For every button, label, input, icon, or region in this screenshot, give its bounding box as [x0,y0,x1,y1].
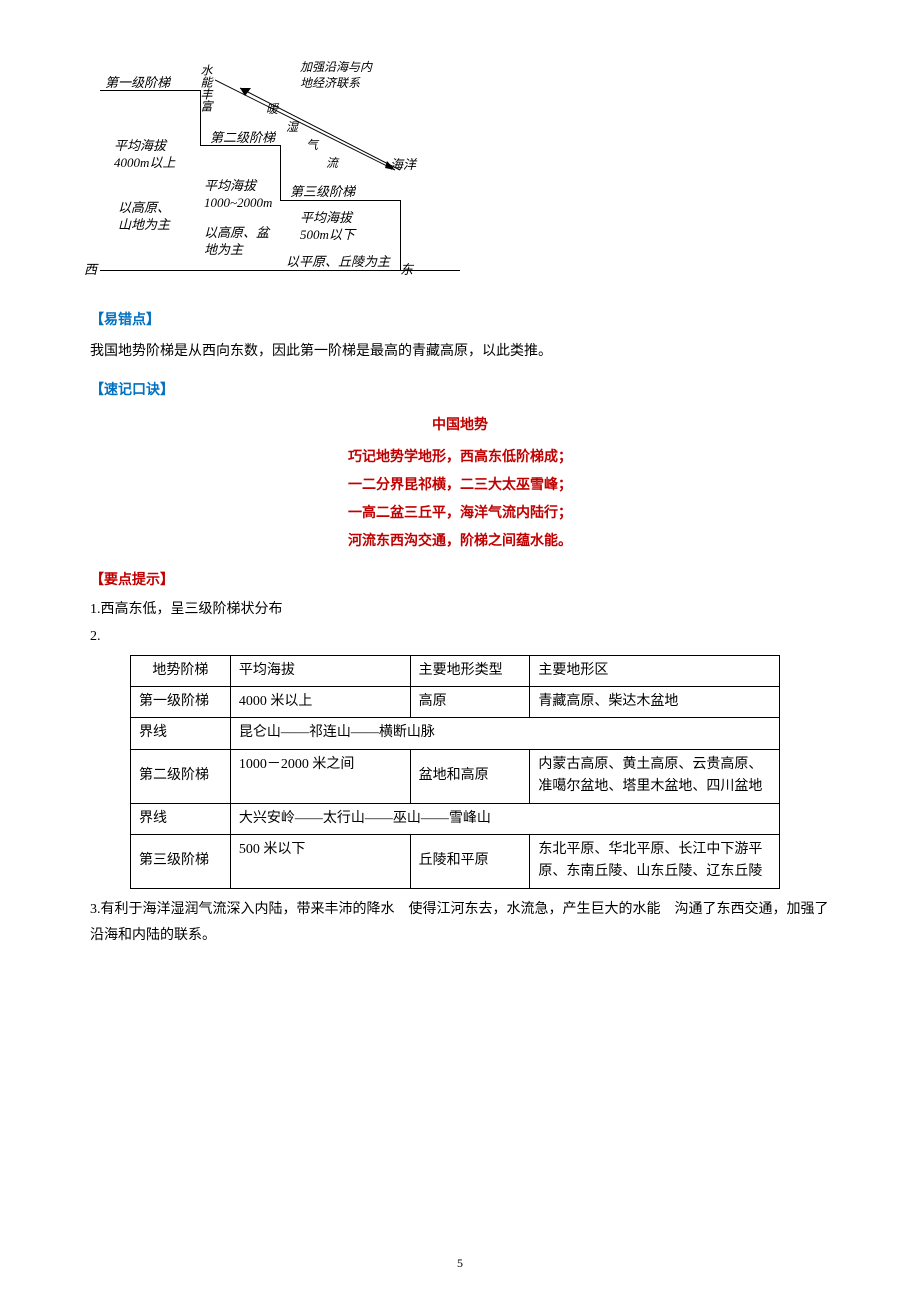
table-cell: 大兴安岭——太行山——巫山——雪峰山 [230,803,779,834]
table-header-cell: 主要地形区 [530,655,780,686]
terrain-table-wrap: 地势阶梯 平均海拔 主要地形类型 主要地形区 第一级阶梯 4000 米以上 高原… [130,655,830,889]
table-cell: 第一级阶梯 [131,686,231,717]
section-header-points: 【要点提示】 [90,570,830,591]
step3-elev: 平均海拔500m以下 [300,210,355,244]
step1-elev: 平均海拔4000m以上 [114,138,175,172]
section1-text: 我国地势阶梯是从西向东数，因此第一阶梯是最高的青藏高原，以此类推。 [90,339,830,366]
table-row: 第二级阶梯 1000－2000 米之间 盆地和高原 内蒙古高原、黄土高原、云贵高… [131,749,780,803]
section-header-mnemonic-text: 【速记口诀】 [90,383,174,398]
mnemonic-line-3: 一高二盆三丘平，海洋气流内陆行； [90,500,830,528]
table-header-cell: 平均海拔 [230,655,410,686]
step3-terrain: 以平原、丘陵为主 [286,252,390,272]
table-cell: 第二级阶梯 [131,749,231,803]
point-1: 1.西高东低，呈三级阶梯状分布 [90,599,830,620]
terrain-step-diagram: 第一级阶梯 平均海拔4000m以上 以高原、山地为主 第二级阶梯 平均海拔100… [90,60,830,290]
table-cell: 1000－2000 米之间 [230,749,410,803]
table-row: 第一级阶梯 4000 米以上 高原 青藏高原、柴达木盆地 [131,686,780,717]
table-row: 第三级阶梯 500 米以下 丘陵和平原 东北平原、华北平原、长江中下游平原、东南… [131,834,780,888]
step1-terrain: 以高原、山地为主 [118,200,170,234]
hydro-label: 水能丰富 [200,64,212,112]
east-label: 东 [400,260,413,280]
table-cell: 界线 [131,803,231,834]
point-3: 3.有利于海洋湿润气流深入内陆，带来丰沛的降水 使得江河东去，水流急，产生巨大的… [90,897,830,950]
section-header-errors: 【易错点】 [90,310,830,331]
table-cell: 东北平原、华北平原、长江中下游平原、东南丘陵、山东丘陵、辽东丘陵 [530,834,780,888]
section-header-points-text: 【要点提示】 [90,573,174,588]
mnemonic-line-4: 河流东西沟交通，阶梯之间蕴水能。 [90,528,830,556]
table-cell: 昆仑山——祁连山——横断山脉 [230,718,779,749]
table-cell: 界线 [131,718,231,749]
mnemonic-line-1: 巧记地势学地形，西高东低阶梯成； [90,444,830,472]
section-header-errors-text: 【易错点】 [90,313,160,328]
point-2-label: 2. [90,626,830,647]
west-label: 西 [84,260,97,280]
table-cell: 丘陵和平原 [410,834,530,888]
table-row: 界线 大兴安岭——太行山——巫山——雪峰山 [131,803,780,834]
table-cell: 4000 米以上 [230,686,410,717]
page-number: 5 [457,1254,463,1272]
table-row: 界线 昆仑山——祁连山——横断山脉 [131,718,780,749]
arrow-uphill [235,80,415,180]
section-header-mnemonic: 【速记口诀】 [90,380,830,401]
step2-terrain: 以高原、盆地为主 [204,225,269,259]
mnemonic-line-2: 一二分界昆祁横，二三大太巫雪峰； [90,472,830,500]
table-cell: 青藏高原、柴达木盆地 [530,686,780,717]
table-cell: 第三级阶梯 [131,834,231,888]
step1-name: 第一级阶梯 [105,73,170,93]
table-cell: 500 米以下 [230,834,410,888]
table-cell: 高原 [410,686,530,717]
table-header-cell: 主要地形类型 [410,655,530,686]
mnemonic-title: 中国地势 [90,415,830,436]
table-row: 地势阶梯 平均海拔 主要地形类型 主要地形区 [131,655,780,686]
terrain-table: 地势阶梯 平均海拔 主要地形类型 主要地形区 第一级阶梯 4000 米以上 高原… [130,655,780,889]
table-cell: 盆地和高原 [410,749,530,803]
table-header-cell: 地势阶梯 [131,655,231,686]
table-cell: 内蒙古高原、黄土高原、云贵高原、准噶尔盆地、塔里木盆地、四川盆地 [530,749,780,803]
mnemonic-lines: 巧记地势学地形，西高东低阶梯成； 一二分界昆祁横，二三大太巫雪峰； 一高二盆三丘… [90,444,830,556]
